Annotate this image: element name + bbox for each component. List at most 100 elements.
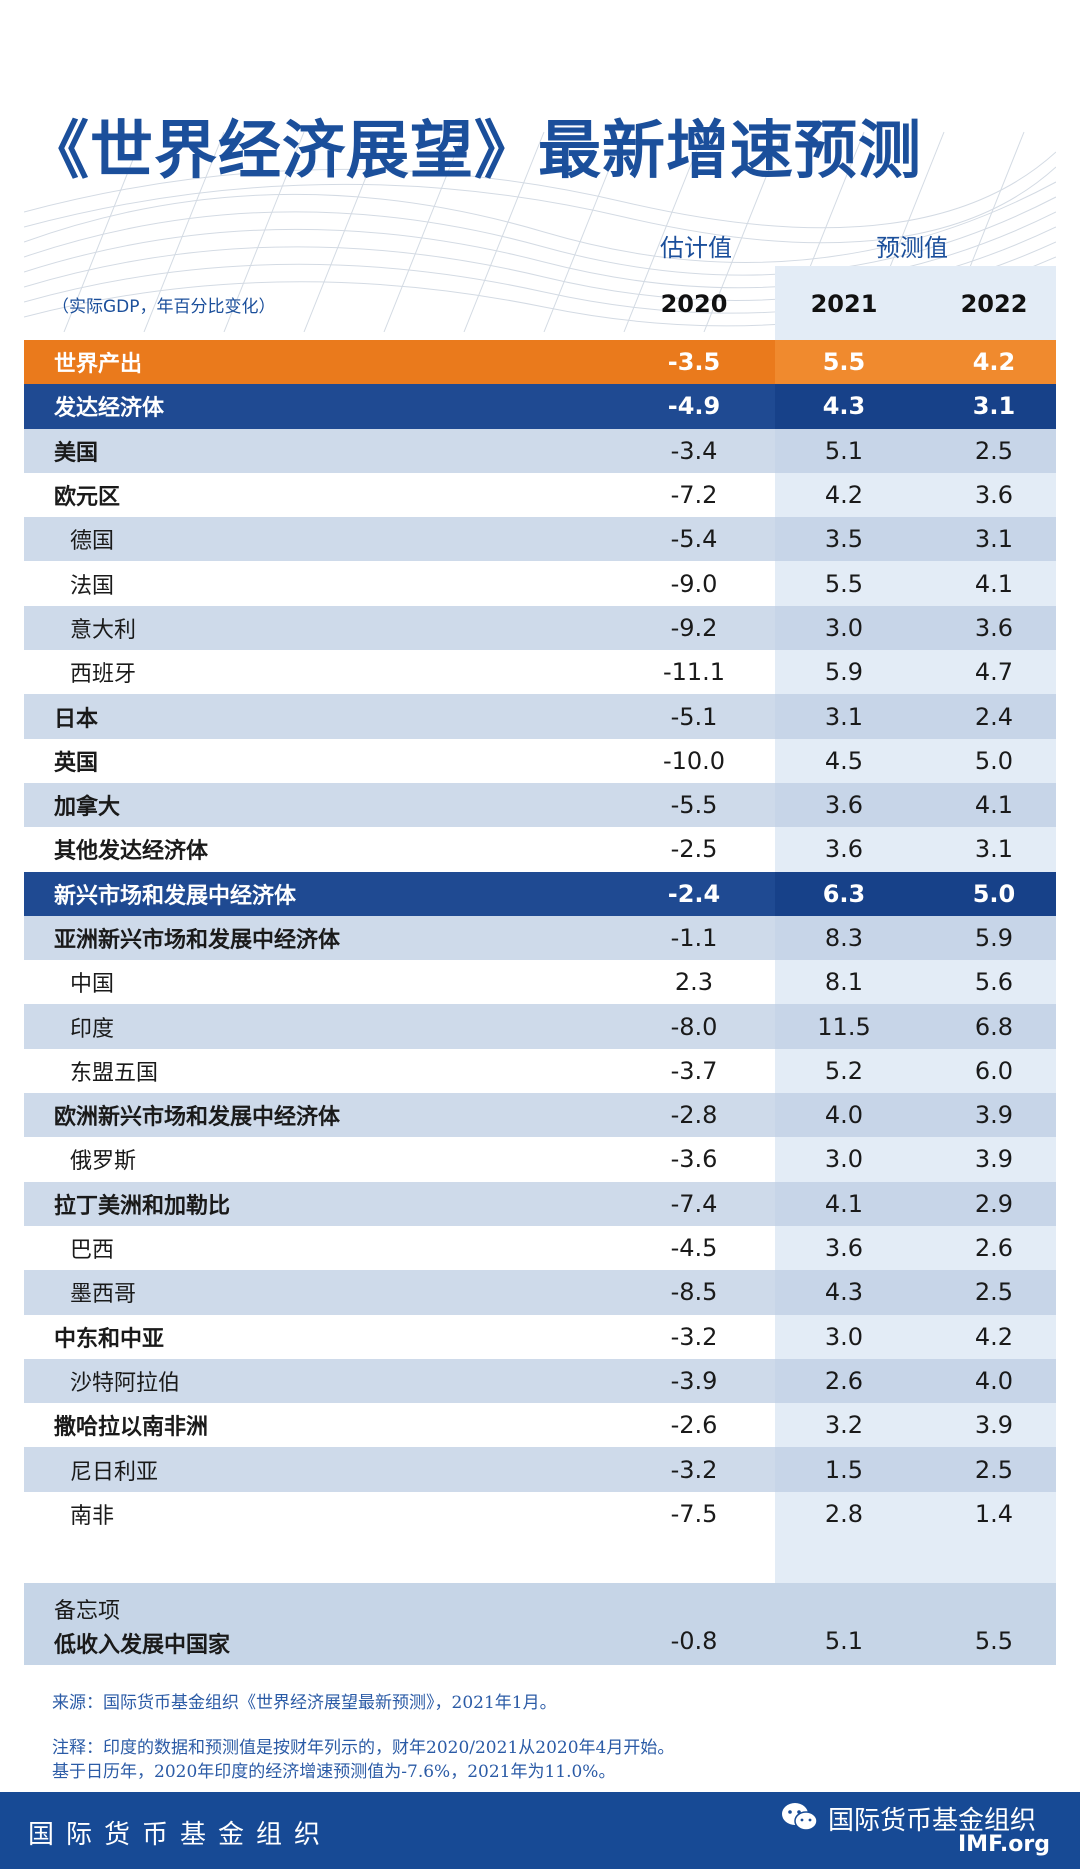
row-label: 欧洲新兴市场和发展中经济体 (54, 1105, 341, 1131)
table-row: 发达经济体 -4.9 4.3 3.1 (24, 384, 1056, 429)
wechat-icon (782, 1803, 818, 1831)
memo-heading: 备忘项 (54, 1599, 121, 1624)
row-value-2020: -10.0 (662, 746, 726, 775)
table-row: 亚洲新兴市场和发展中经济体 -1.1 8.3 5.9 (24, 915, 1056, 961)
row-value-2021: 8.1 (824, 968, 864, 997)
row-value-2022: 2.5 (974, 436, 1014, 465)
row-label: 西班牙 (70, 662, 137, 688)
orange-projection-fill (775, 340, 1056, 385)
table-row: 美国 -3.4 5.1 2.5 (24, 428, 1056, 473)
blue-projection-fill (775, 384, 1056, 429)
row-value-2020: -1.1 (670, 924, 718, 952)
table-row: 西班牙 -11.1 5.9 4.7 (24, 650, 1056, 694)
row-value-2021: 8.3 (824, 924, 864, 952)
row-label: 尼日利亚 (70, 1459, 159, 1485)
mesh-background (24, 131, 1056, 332)
row-value-2020: -4.9 (667, 392, 721, 421)
row-value-2021: 3.0 (824, 1322, 864, 1351)
row-label: 新兴市场和发展中经济体 (54, 883, 297, 909)
row-label: 中国 (70, 972, 115, 998)
table-row: 其他发达经济体 -2.5 3.6 3.1 (24, 827, 1056, 871)
table-row: 墨西哥 -8.5 4.3 2.5 (24, 1270, 1056, 1315)
row-value-2022: 3.1 (974, 525, 1014, 554)
year-2021: 2021 (810, 290, 878, 318)
row-value-2022: 5.0 (974, 746, 1014, 775)
row-value-2021: 4.3 (822, 392, 866, 421)
row-value-2021: 3.6 (824, 791, 864, 820)
row-label: 拉丁美洲和加勒比 (54, 1193, 231, 1219)
row-value-2022: 5.9 (974, 924, 1014, 952)
row-value-2020: -9.2 (670, 613, 718, 642)
row-value-2020: -3.2 (670, 1455, 718, 1484)
page-title: 《世界经济展望》最新增速预测 (26, 114, 922, 187)
row-value-2022: 5.0 (972, 879, 1016, 908)
projection-header: 预测值 (876, 234, 948, 262)
row-value-2020: -3.5 (667, 348, 721, 377)
row-value-2022: 5.6 (974, 968, 1014, 997)
table-row: 新兴市场和发展中经济体 -2.4 6.3 5.0 (24, 871, 1056, 916)
row-value-2020: -8.5 (670, 1278, 718, 1307)
row-value-2021: 3.2 (824, 1411, 864, 1440)
table-row: 加拿大 -5.5 3.6 4.1 (24, 782, 1056, 828)
footnote-line-2: 基于日历年，2020年印度的经济增速预测值为-7.6%，2021年为11.0%。 (52, 1762, 616, 1782)
blue-projection-fill (775, 871, 1056, 916)
row-label: 墨西哥 (70, 1282, 137, 1308)
row-value-2022: 6.0 (974, 1056, 1014, 1085)
memo-value-2022: 5.5 (974, 1627, 1014, 1655)
row-label: 意大利 (70, 617, 137, 643)
row-value-2022: 3.9 (974, 1145, 1014, 1174)
row-value-2021: 5.1 (824, 436, 864, 465)
imf-site: IMF.org (958, 1832, 1050, 1857)
estimate-header: 估计值 (660, 234, 732, 262)
row-value-2021: 3.6 (824, 835, 864, 864)
row-label: 其他发达经济体 (54, 839, 209, 865)
row-value-2020: -7.2 (670, 481, 718, 510)
row-label: 沙特阿拉伯 (70, 1370, 181, 1396)
row-value-2020: -7.4 (670, 1189, 718, 1218)
row-value-2021: 2.6 (824, 1366, 864, 1395)
row-value-2020: -2.5 (670, 835, 718, 864)
wechat-account-name: 国际货币基金组织 (828, 1806, 1037, 1836)
footnote-line-1: 注释：印度的数据和预测值是按财年列示的，财年2020/2021从2020年4月开… (52, 1738, 675, 1758)
row-value-2020: -2.4 (667, 879, 721, 908)
row-value-2022: 3.6 (974, 613, 1014, 642)
row-value-2022: 4.2 (974, 1322, 1014, 1351)
row-label: 撒哈拉以南非洲 (54, 1415, 209, 1441)
row-value-2021: 3.1 (824, 702, 864, 731)
row-value-2022: 2.5 (974, 1278, 1014, 1307)
row-value-2021: 6.3 (822, 879, 866, 908)
table-row: 欧元区 -7.2 4.2 3.6 (24, 473, 1056, 517)
row-value-2020: -2.8 (670, 1101, 718, 1130)
row-value-2020: -5.4 (670, 525, 718, 554)
row-value-2022: 6.8 (974, 1012, 1014, 1041)
year-2022: 2022 (960, 290, 1028, 318)
unit-note: （实际GDP，年百分比变化） (52, 297, 276, 317)
footer-org-name: 国际货币基金组织 (28, 1820, 333, 1850)
row-value-2020: -3.9 (670, 1366, 718, 1395)
memo-value-2021: 5.1 (824, 1627, 864, 1655)
row-label: 亚洲新兴市场和发展中经济体 (54, 928, 341, 953)
row-value-2021: 11.5 (817, 1012, 871, 1041)
row-label: 英国 (54, 750, 99, 776)
row-label: 加拿大 (54, 795, 121, 821)
row-label: 俄罗斯 (70, 1149, 137, 1175)
table-row: 俄罗斯 -3.6 3.0 3.9 (24, 1137, 1056, 1181)
table-row: 印度 -8.0 11.5 6.8 (24, 1004, 1056, 1049)
row-value-2022: 2.9 (974, 1189, 1014, 1218)
table-row: 巴西 -4.5 3.6 2.6 (24, 1226, 1056, 1270)
table-row: 法国 -9.0 5.5 4.1 (24, 561, 1056, 605)
row-value-2020: -5.1 (670, 702, 718, 731)
row-label: 南非 (70, 1503, 115, 1529)
row-value-2020: -11.1 (662, 658, 726, 687)
row-value-2020: -2.6 (670, 1411, 718, 1440)
row-value-2021: 3.5 (824, 525, 864, 554)
table-row: 德国 -5.4 3.5 3.1 (24, 517, 1056, 562)
growth-table: 世界产出 -3.5 5.5 4.2 发达经济体 -4.9 4.3 3.1 美国 -3.4 5.1 2.… (24, 340, 1056, 1536)
row-label: 德国 (70, 529, 115, 555)
row-value-2020: -3.7 (670, 1056, 718, 1085)
memo-value-2020: -0.8 (670, 1627, 718, 1655)
row-value-2022: 3.1 (972, 392, 1016, 421)
row-value-2022: 1.4 (974, 1499, 1014, 1528)
row-value-2021: 1.5 (824, 1455, 864, 1484)
row-value-2022: 3.1 (974, 835, 1014, 864)
